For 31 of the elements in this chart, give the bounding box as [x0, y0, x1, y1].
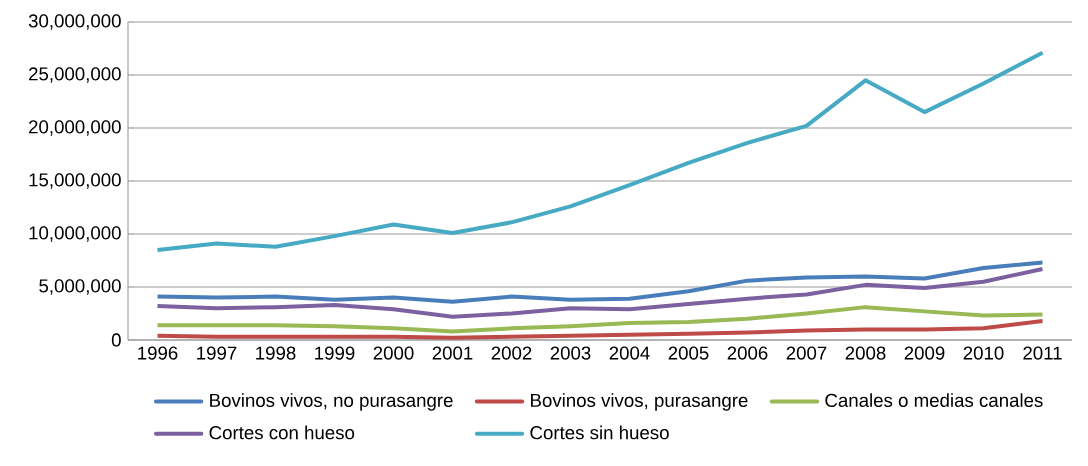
x-tick-label: 2009	[904, 346, 945, 360]
y-tick-label: 30,000,000	[28, 14, 121, 30]
y-tick-label: 15,000,000	[29, 173, 121, 189]
y-tick-label: 0	[111, 333, 121, 347]
x-tick-label: 1996	[138, 346, 178, 360]
x-tick-label: 2002	[491, 346, 532, 360]
x-tick-label: 1999	[315, 346, 355, 360]
line-series	[155, 266, 1045, 319]
x-tick-label: 2007	[786, 346, 827, 360]
line-series	[155, 260, 1045, 304]
y-tick-label: 20,000,000	[29, 120, 121, 136]
x-tick-label: 2004	[609, 346, 650, 360]
legend-label: Bovinos vivos, no purasangre	[210, 393, 453, 411]
x-tick-label: 2010	[963, 346, 1004, 360]
x-tick-label: 2000	[373, 346, 414, 360]
legend-label: Canales o medias canales	[825, 393, 1043, 407]
y-tick-label: 5,000,000	[39, 279, 121, 295]
legend-label: Bovinos vivos, purasangre	[531, 393, 748, 411]
x-tick-label: 2011	[1023, 346, 1062, 360]
x-tick-label: 2006	[727, 346, 768, 360]
y-tick-label: 10,000,000	[29, 226, 121, 242]
x-tick-label: 2008	[845, 346, 886, 360]
x-tick-label: 2001	[432, 346, 473, 360]
legend-label: Cortes con hueso	[209, 425, 355, 440]
line-series	[155, 50, 1045, 252]
x-tick-label: 2005	[668, 346, 709, 360]
legend-label: Cortes sin hueso	[530, 425, 669, 440]
x-tick-label: 1998	[256, 346, 296, 360]
y-tick-label: 25,000,000	[29, 67, 121, 83]
x-tick-label: 2003	[550, 346, 591, 360]
x-tick-label: 1997	[197, 346, 237, 360]
